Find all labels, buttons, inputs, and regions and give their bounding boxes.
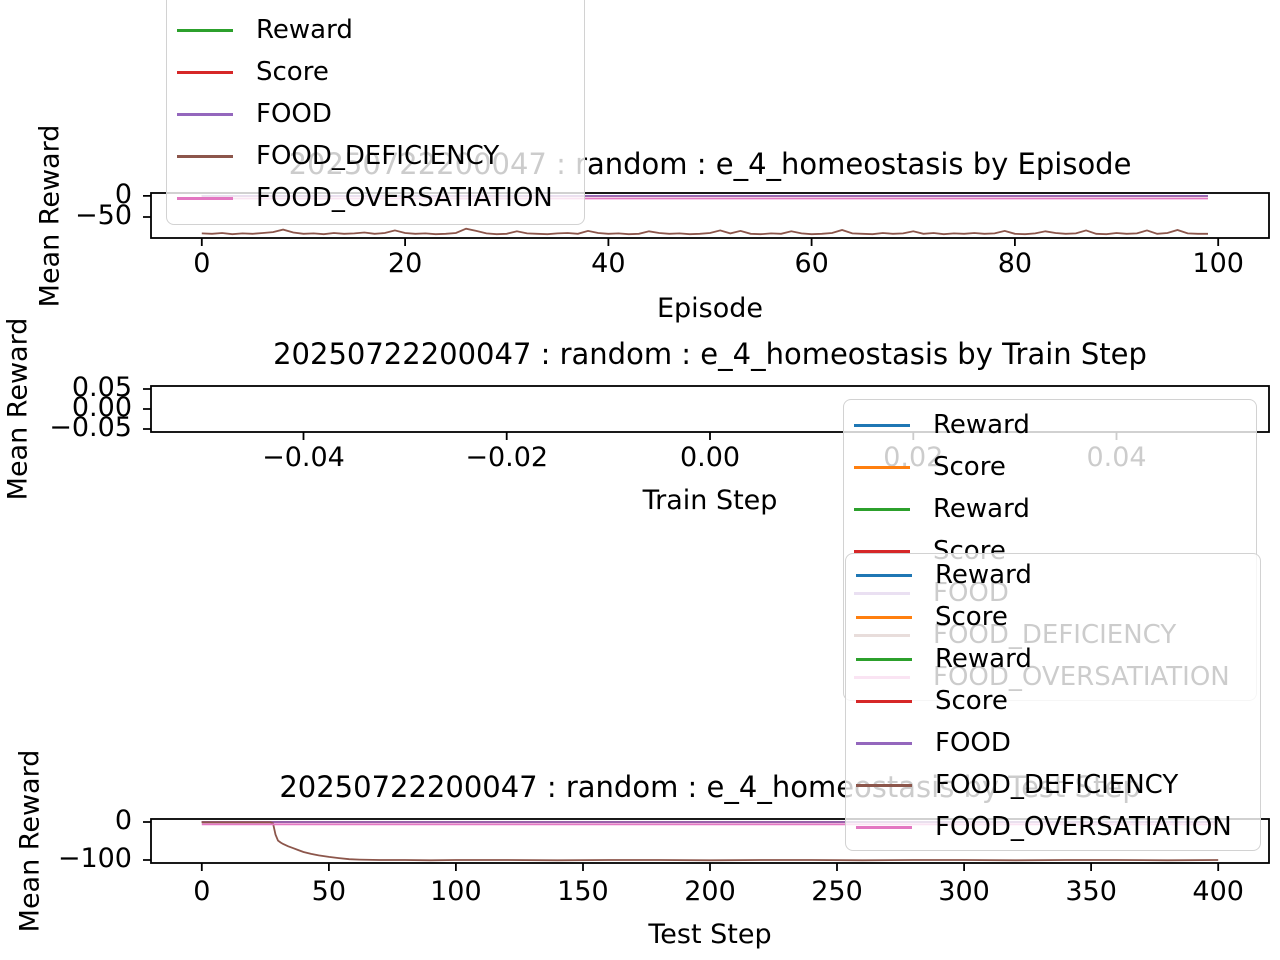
legend-entry-label: FOOD_OVERSATIATION	[256, 183, 553, 213]
x-tick-label: 20	[387, 248, 423, 279]
legend-episode-row: FOOD_OVERSATIATION	[167, 177, 584, 219]
food_deficiency-line-swatch-icon	[856, 783, 912, 787]
x-tick-label: 100	[1192, 248, 1244, 279]
y-tick-label: 0	[114, 805, 132, 837]
legend-teststep-row: Score	[846, 680, 1260, 722]
series-line-food_deficiency	[201, 227, 1208, 236]
x-tick-label: 300	[938, 876, 990, 907]
x-tick-label: 250	[811, 876, 863, 907]
tick-marks	[143, 821, 1220, 871]
legend-episode-row: FOOD_DEFICIENCY	[167, 135, 584, 177]
y-tick-label: 0.05	[71, 372, 132, 403]
x-tick-label: 80	[997, 248, 1033, 279]
food_oversatiation-line-swatch-icon	[856, 825, 912, 829]
y-tick-label: −50	[75, 199, 132, 231]
legend-trainstep-row: Reward	[844, 488, 1256, 530]
legend-teststep-row: FOOD_OVERSATIATION	[846, 806, 1260, 848]
legend-entry-label: Score	[935, 602, 1008, 632]
chart-trainstep-xlabel: Train Step	[642, 485, 778, 516]
legend-entry-label: Reward	[933, 494, 1030, 524]
score-line-swatch-icon	[854, 549, 910, 553]
tick-marks	[143, 195, 1220, 246]
legend-entry-label: FOOD_DEFICIENCY	[935, 770, 1179, 800]
x-tick-label: −0.02	[465, 442, 549, 473]
legend-entry-label: Reward	[935, 560, 1032, 590]
x-tick-label: 350	[1065, 876, 1117, 907]
x-tick-label: 60	[794, 248, 829, 279]
y-tick-label: 0	[114, 178, 132, 210]
food_deficiency-line-swatch-icon	[177, 154, 233, 158]
legend-episode: Reward Score FOOD FOOD_DEFICIENCY FOOD_OVERS…	[166, 0, 585, 225]
legend-entry-label: Reward	[256, 15, 353, 45]
x-tick-label: 150	[557, 876, 609, 907]
x-tick-label: 0	[193, 876, 211, 907]
chart-teststep-xlabel: Test Step	[648, 919, 772, 950]
x-tick-label: 200	[684, 876, 736, 907]
y-tick-label: −0.05	[49, 412, 132, 443]
series-line-food_deficiency	[201, 821, 1219, 862]
food_oversatiation-line-swatch-icon	[177, 196, 233, 200]
chart-episode-xlabel: Episode	[656, 293, 764, 324]
x-tick-label: 40	[591, 248, 626, 279]
legend-entry-label: FOOD_DEFICIENCY	[256, 141, 500, 171]
legend-teststep-row: FOOD_DEFICIENCY	[846, 764, 1260, 806]
y-tick-label: 0.00	[71, 392, 132, 423]
legend-episode-row: Reward	[167, 9, 584, 51]
x-tick-label: 50	[311, 876, 347, 907]
x-tick-label: 100	[430, 876, 482, 907]
score-line-swatch-icon	[854, 465, 910, 469]
score-line-swatch-icon	[177, 70, 233, 74]
legend-entry-label: FOOD	[256, 99, 332, 129]
reward-line-swatch-icon	[856, 573, 912, 577]
legend-entry-label: Reward	[933, 410, 1030, 440]
reward-line-swatch-icon	[177, 28, 233, 32]
food-line-swatch-icon	[856, 741, 912, 745]
legend-entry-label: Score	[256, 57, 329, 87]
legend-episode-row: Score	[167, 51, 584, 93]
legend-entry-label: Score	[933, 452, 1006, 482]
food-line-swatch-icon	[177, 112, 233, 116]
legend-trainstep-row: Score	[844, 446, 1256, 488]
reward-line-swatch-icon	[854, 423, 910, 427]
score-line-swatch-icon	[856, 699, 912, 703]
reward-line-swatch-icon	[854, 507, 910, 511]
legend-entry-label: Score	[935, 686, 1008, 716]
x-tick-label: 400	[1192, 876, 1244, 907]
legend-teststep-row: Score	[846, 596, 1260, 638]
x-tick-label: 0.00	[679, 442, 741, 473]
legend-trainstep-row: Reward	[844, 404, 1256, 446]
score-line-swatch-icon	[856, 615, 912, 619]
legend-episode-row: FOOD	[167, 93, 584, 135]
legend-teststep-row: FOOD	[846, 722, 1260, 764]
legend-entry-label: FOOD_OVERSATIATION	[935, 812, 1232, 842]
legend-entry-label: Reward	[935, 644, 1032, 674]
axes-frame	[150, 192, 1270, 239]
legend-entry-label: FOOD	[935, 728, 1011, 758]
reward-line-swatch-icon	[856, 657, 912, 661]
y-tick-label: −100	[57, 842, 132, 874]
chart-teststep-ylabel: Mean Reward	[14, 749, 46, 933]
x-tick-label: −0.04	[262, 442, 345, 473]
x-tick-label: 0	[193, 248, 211, 279]
legend-teststep-row: Reward	[846, 638, 1260, 680]
legend-teststep: Reward Score Reward Score FOOD FOOD_DEFICIENC…	[845, 553, 1261, 851]
chart-trainstep-title: 20250722200047 : random : e_4_homeostasi…	[273, 337, 1147, 371]
legend-teststep-row: Reward	[846, 554, 1260, 596]
